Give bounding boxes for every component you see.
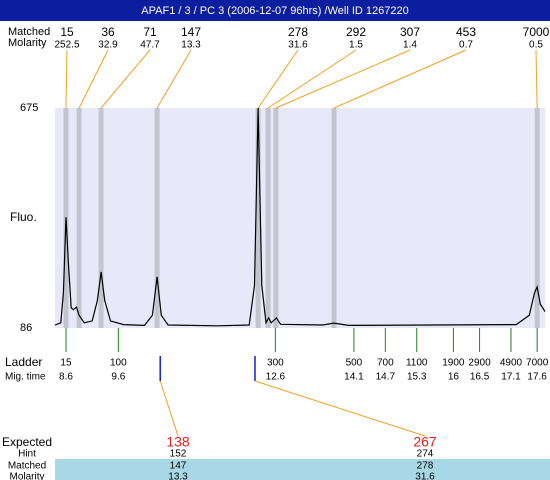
title-bar <box>0 0 550 21</box>
peak-size: 292 <box>346 25 366 39</box>
peak-band <box>154 108 160 328</box>
peak-connector <box>333 49 467 109</box>
peak-band <box>331 108 337 328</box>
peak-size: 147 <box>181 25 201 39</box>
ladder-size: 15 <box>60 358 72 369</box>
peak-connector <box>267 49 357 109</box>
expected-connector <box>159 380 179 437</box>
plot-area <box>55 108 545 328</box>
expected-connector <box>254 380 426 437</box>
ladder-time: 16 <box>448 372 460 383</box>
matched-band <box>55 459 550 480</box>
ladder-time: 14.1 <box>344 372 364 383</box>
ladder-size: 1900 <box>442 358 465 369</box>
row-label: Molarity <box>8 37 47 49</box>
ladder-size: 500 <box>346 358 363 369</box>
ladder-size: 4900 <box>500 358 523 369</box>
ladder-size: 2900 <box>468 358 491 369</box>
row-label: Matched <box>8 461 46 472</box>
peak-size: 15 <box>60 25 74 39</box>
molarity-value: 13.3 <box>168 472 188 480</box>
ladder-time: 9.6 <box>111 372 125 383</box>
ladder-size: 100 <box>110 358 127 369</box>
ladder-time: 16.5 <box>470 372 490 383</box>
peak-molarity: 1.5 <box>349 40 363 51</box>
title: APAF1 / 3 / PC 3 (2006-12-07 96hrs) /Wel… <box>141 5 408 17</box>
trace <box>54 107 546 327</box>
peak-molarity: 32.9 <box>98 40 118 51</box>
peak-molarity: 252.5 <box>54 40 79 51</box>
peak-molarity: 47.7 <box>140 40 160 51</box>
ladder-time: 15.3 <box>407 372 427 383</box>
peak-size: 278 <box>288 25 308 39</box>
row-label: Matched <box>8 26 50 38</box>
peak-band <box>98 108 104 328</box>
peak-band <box>76 108 82 328</box>
ladder-time: 8.6 <box>59 372 73 383</box>
ladder-time: 12.6 <box>266 372 286 383</box>
peak-molarity: 1.4 <box>403 40 417 51</box>
molarity-value: 31.6 <box>415 472 435 480</box>
ladder-time: 17.1 <box>501 372 521 383</box>
peak-size: 453 <box>456 25 476 39</box>
peak-connector <box>78 49 109 109</box>
hint-value: 274 <box>417 449 434 460</box>
ladder-size: 1100 <box>406 358 428 369</box>
matched-value: 147 <box>170 461 187 472</box>
ladder-size: 300 <box>267 358 284 369</box>
row-label: Ladder <box>5 355 42 369</box>
peak-size: 36 <box>101 25 115 39</box>
hint-value: 152 <box>170 449 187 460</box>
row-label: Hint <box>18 449 36 460</box>
peak-connector <box>100 49 151 109</box>
peak-band <box>255 108 261 328</box>
ladder-size: 7000 <box>526 358 549 369</box>
peak-size: 71 <box>143 25 157 39</box>
peak-band <box>534 108 540 328</box>
y-axis-label: Fluo. <box>10 210 37 224</box>
y-tick-label: 675 <box>20 102 38 114</box>
ladder-time: 14.7 <box>376 372 396 383</box>
peak-band <box>265 108 271 328</box>
peak-connector <box>156 49 192 109</box>
ladder-size: 700 <box>377 358 394 369</box>
peak-connector <box>65 49 68 109</box>
matched-value: 278 <box>417 461 434 472</box>
y-tick-label: 86 <box>20 322 32 334</box>
peak-molarity: 31.6 <box>288 40 308 51</box>
peak-band <box>273 108 279 328</box>
peak-molarity: 13.3 <box>181 40 201 51</box>
row-label: Mig. time <box>5 372 46 383</box>
peak-connector <box>535 49 538 109</box>
peak-connector <box>275 49 411 109</box>
peak-molarity: 0.5 <box>529 40 543 51</box>
row-label: Molarity <box>9 472 44 480</box>
peak-molarity: 0.7 <box>459 40 473 51</box>
peak-size: 7000 <box>523 25 550 39</box>
row-label: Expected <box>2 435 52 449</box>
ladder-time: 17.6 <box>527 372 547 383</box>
expected-value: 138 <box>166 434 190 450</box>
expected-value: 267 <box>413 434 437 450</box>
peak-size: 307 <box>400 25 420 39</box>
peak-connector <box>257 49 299 109</box>
